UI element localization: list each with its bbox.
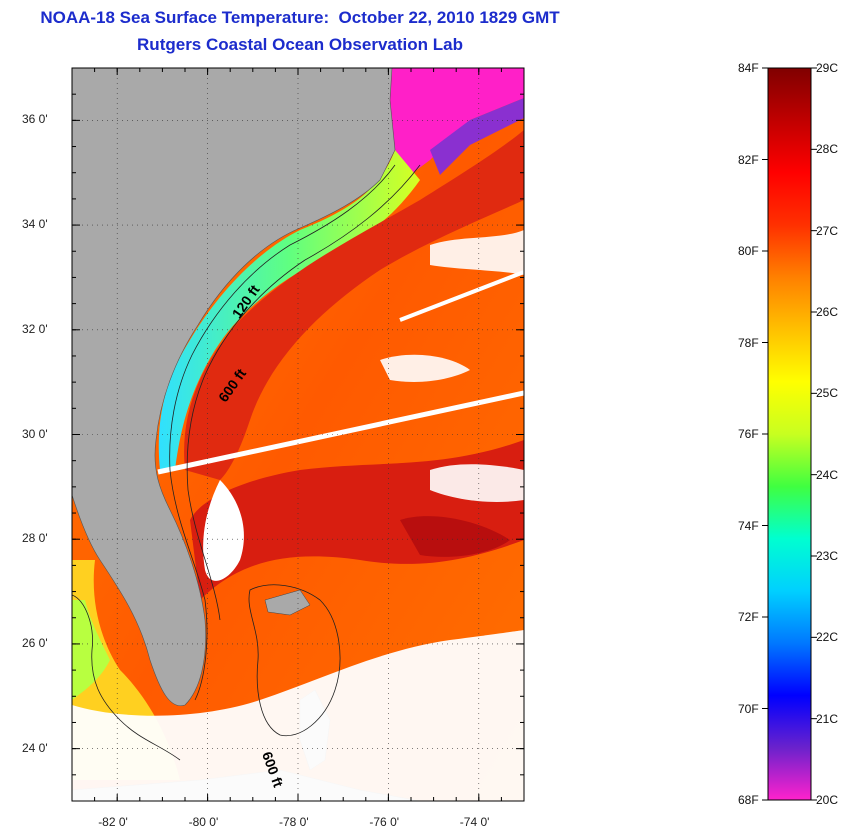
- swath-gap-line-north: [399, 270, 524, 322]
- lat-tick-label: 32 0': [22, 321, 48, 336]
- gulf-isobath: [72, 594, 181, 761]
- colorbar-celsius-label: 24C: [816, 467, 839, 482]
- grand-bahama: [264, 589, 311, 616]
- lon-tick-label: -74 0': [459, 815, 490, 829]
- cloud-patch-east-2: [430, 464, 524, 502]
- colorbar-celsius-label: 26C: [816, 305, 839, 319]
- colorbar-fahrenheit-label: 80F: [738, 244, 759, 258]
- cold-water-patch-violet: [430, 98, 524, 175]
- isobath-600ft: [186, 164, 421, 621]
- gulf-stream-core: [184, 130, 524, 480]
- coastal-shelf-water: [158, 150, 420, 470]
- colorbar-celsius-label: 22C: [816, 630, 839, 645]
- cloud-patch: [203, 480, 244, 581]
- colorbar-fahrenheit-label: 68F: [738, 793, 759, 807]
- colorbar-fahrenheit-label: 70F: [738, 701, 759, 716]
- chart-subtitle: Rutgers Coastal Ocean Observation Lab: [137, 35, 463, 54]
- cloud-patch-east: [380, 354, 470, 382]
- colorbar-fahrenheit-label: 76F: [738, 427, 759, 441]
- colorbar-celsius-label: 23C: [816, 549, 839, 563]
- colorbar-celsius-label: 29C: [816, 61, 839, 75]
- lon-tick-label: -76 0': [369, 815, 400, 829]
- swath-gap-line: [157, 390, 524, 475]
- lat-tick-label: 28 0': [22, 531, 48, 546]
- colorbar-celsius-label: 27C: [816, 223, 839, 238]
- colorbar-fahrenheit-label: 74F: [738, 518, 759, 533]
- lat-tick-label: 36 0': [22, 112, 48, 127]
- colorbar-celsius-label: 20C: [816, 793, 839, 807]
- lon-tick-label: -78 0': [279, 815, 309, 829]
- colorbar-ramp: [767, 67, 812, 801]
- us-east-coast-land: [72, 68, 396, 707]
- cloud-patch-north: [430, 230, 524, 275]
- colorbar-fahrenheit-label: 84F: [738, 61, 759, 75]
- lat-tick-label: 24 0': [22, 740, 48, 755]
- cloud-cover-south: [72, 630, 524, 801]
- gulf-green-patch: [72, 600, 110, 700]
- lon-tick-label: -80 0': [188, 815, 219, 829]
- bahamas-bank-contour: [248, 584, 341, 737]
- lat-tick-label: 34 0': [22, 217, 48, 232]
- isobath-120ft: [169, 164, 396, 701]
- warm-core: [400, 516, 510, 557]
- colorbar-fahrenheit-label: 78F: [738, 335, 759, 350]
- cold-water-patch: [385, 68, 524, 175]
- lat-tick-label: 30 0': [22, 426, 48, 441]
- colorbar-celsius-label: 28C: [816, 142, 839, 157]
- colorbar-fahrenheit-label: 82F: [738, 152, 759, 167]
- lat-tick-label: 26 0': [22, 635, 48, 650]
- chart-title: NOAA-18 Sea Surface Temperature: October…: [40, 8, 560, 27]
- lon-tick-label: -82 0': [98, 815, 128, 829]
- colorbar-celsius-label: 25C: [816, 386, 839, 401]
- colorbar-fahrenheit-label: 72F: [738, 610, 759, 624]
- colorbar-celsius-label: 21C: [816, 711, 839, 726]
